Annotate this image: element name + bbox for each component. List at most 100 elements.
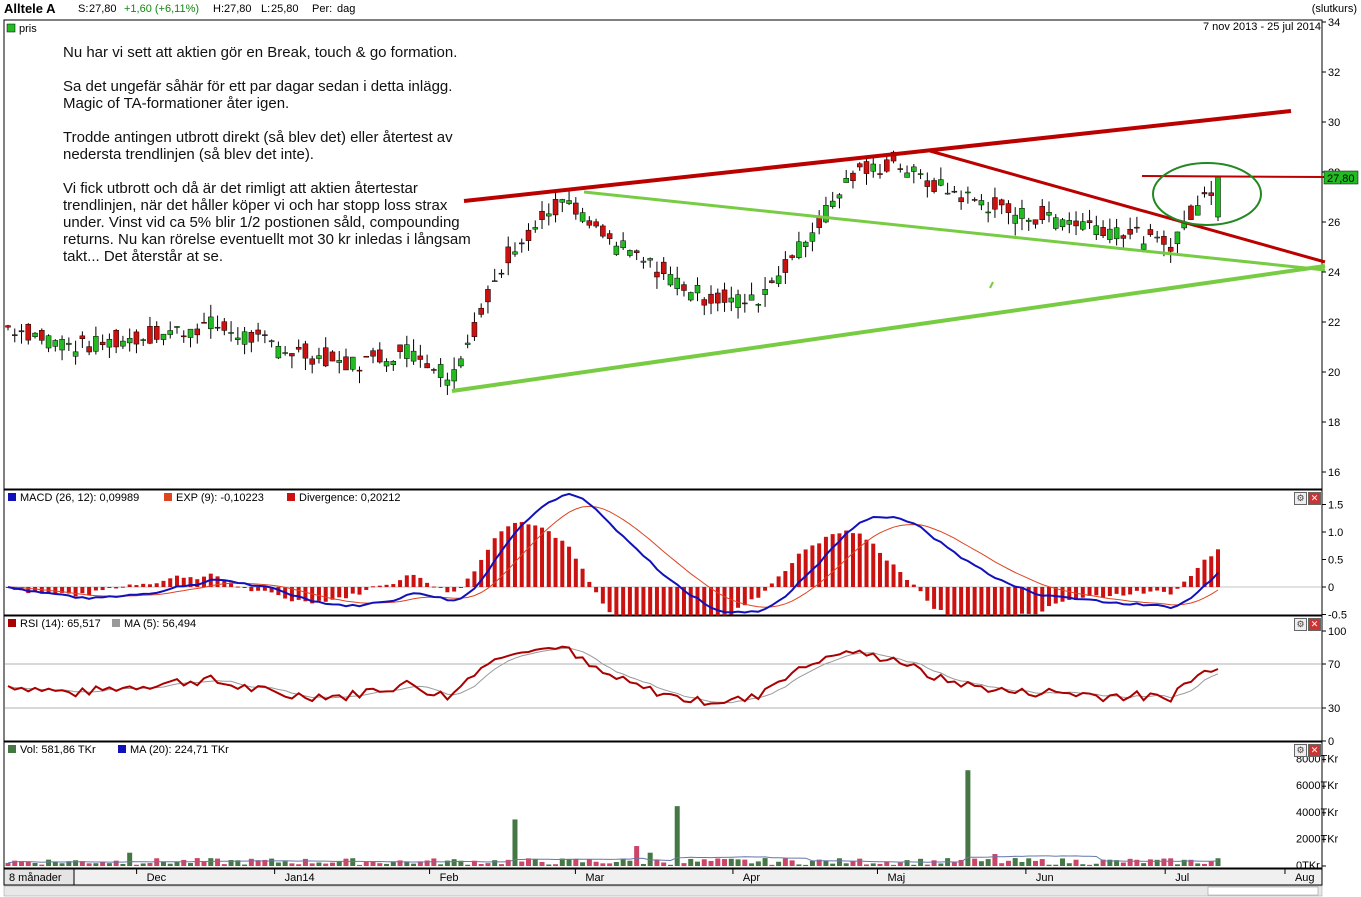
price-y-tick-label: 30 (1328, 117, 1340, 129)
candle-body (775, 275, 782, 284)
upper-resistance-trendline (463, 109, 1292, 203)
macd-divergence-bar (702, 587, 707, 632)
rsi-y-tick-label: 70 (1328, 659, 1340, 671)
macd-divergence-bar (756, 587, 761, 598)
candle-body (18, 330, 25, 333)
candle-body (1012, 214, 1018, 224)
macd-divergence-bar (188, 577, 193, 587)
candle-body (742, 302, 748, 305)
candle-body (1066, 220, 1073, 225)
candle-body (586, 220, 593, 226)
volume-bar (1114, 860, 1120, 866)
rsi-settings-button[interactable]: ⚙ (1294, 618, 1307, 631)
period-value[interactable]: dag (337, 3, 356, 15)
candle-body (1174, 231, 1181, 245)
macd-divergence-bar (695, 587, 700, 630)
macd-divergence-bar (884, 560, 889, 587)
price-legend-swatch (6, 23, 16, 33)
macd-divergence-bar (39, 587, 44, 594)
macd-divergence-bar (945, 587, 950, 616)
candle-body (147, 326, 153, 344)
period-selector-text[interactable]: 8 månader (9, 872, 62, 884)
candle-body (938, 179, 944, 186)
low-label: L: (261, 3, 271, 15)
candle-body (268, 340, 275, 343)
volume-settings-button[interactable]: ⚙ (1294, 744, 1307, 757)
rsi-close-button[interactable]: ✕ (1308, 618, 1321, 631)
volume-bar (1188, 859, 1194, 866)
candle-body (884, 159, 890, 172)
volume-bar (194, 858, 200, 866)
volume-panel (3, 741, 1323, 869)
volume-bar (877, 863, 883, 866)
volume-close-button[interactable]: ✕ (1308, 744, 1321, 757)
candle-body (593, 221, 599, 227)
high-label: H: (213, 3, 224, 15)
candle-body (911, 166, 917, 172)
candle-body (12, 334, 18, 336)
candle-body (627, 250, 633, 256)
macd-divergence-bar (1175, 587, 1180, 589)
macd-divergence-bar (1134, 587, 1139, 591)
macd-divergence-bar (127, 584, 132, 587)
macd-divergence-bar (431, 586, 436, 588)
candle-body (32, 332, 38, 337)
date-range-label: 7 nov 2013 - 25 jul 2014 (1202, 21, 1321, 33)
candle-body (674, 277, 680, 289)
rsi-y-tick-label: 0 (1328, 736, 1334, 748)
scrollbar-thumb[interactable] (1207, 886, 1319, 896)
macd-divergence-bar (485, 549, 490, 587)
volume-bar (316, 862, 322, 866)
macd-divergence-bar (864, 539, 869, 587)
macd-close-button[interactable]: ✕ (1308, 492, 1321, 505)
volume-bar (235, 860, 241, 866)
candle-body (214, 326, 221, 329)
macd-divergence-bar (1216, 549, 1220, 587)
volume-bar (160, 861, 166, 866)
volume-bar (769, 864, 775, 866)
close-value: 27,80 (89, 3, 117, 15)
macd-divergence-bar (195, 579, 200, 587)
candle-body (59, 339, 65, 351)
candle-body (1147, 229, 1154, 235)
volume-bar (688, 858, 694, 866)
rsi-y-axis: 100 70 30 0 (1322, 626, 1346, 748)
period-selector[interactable] (3, 868, 75, 886)
timeline-scrollbar[interactable] (3, 885, 1323, 897)
high-value: 27,80 (224, 3, 252, 15)
candle-body (836, 194, 843, 199)
candle-body (600, 225, 606, 237)
volume-y-tick-label: 4000TKr (1296, 807, 1339, 819)
macd-divergence-bar (1060, 587, 1065, 602)
volume-bar (201, 861, 207, 866)
candle-body (336, 360, 342, 363)
volume-bar (620, 858, 626, 866)
volume-bar (1087, 864, 1093, 866)
breakout-highlight-ellipse (1152, 162, 1262, 226)
macd-y-tick-label: 1.5 (1328, 500, 1343, 512)
candle-body (1086, 220, 1093, 223)
candle-body (424, 363, 430, 369)
macd-divergence-bar (837, 533, 842, 587)
candle-body (687, 292, 694, 301)
macd-settings-button[interactable]: ⚙ (1294, 492, 1307, 505)
volume-bar (417, 861, 423, 866)
candle-body (904, 172, 910, 178)
volume-bar (59, 863, 65, 866)
macd-divergence-bar (168, 578, 173, 587)
rsi-panel (3, 615, 1323, 742)
candle-body (79, 335, 86, 339)
candle-body (99, 341, 106, 345)
candle-body (755, 304, 762, 306)
macd-divergence-bar (120, 586, 125, 588)
volume-bar (363, 862, 369, 866)
low-value: 25,80 (271, 3, 299, 15)
macd-divergence-bars (6, 522, 1220, 639)
candle-body (126, 338, 133, 344)
x-month-label: Jan14 (285, 872, 315, 884)
x-month-label: Aug (1295, 872, 1315, 884)
candle-body (228, 332, 234, 334)
candle-body (951, 190, 958, 193)
